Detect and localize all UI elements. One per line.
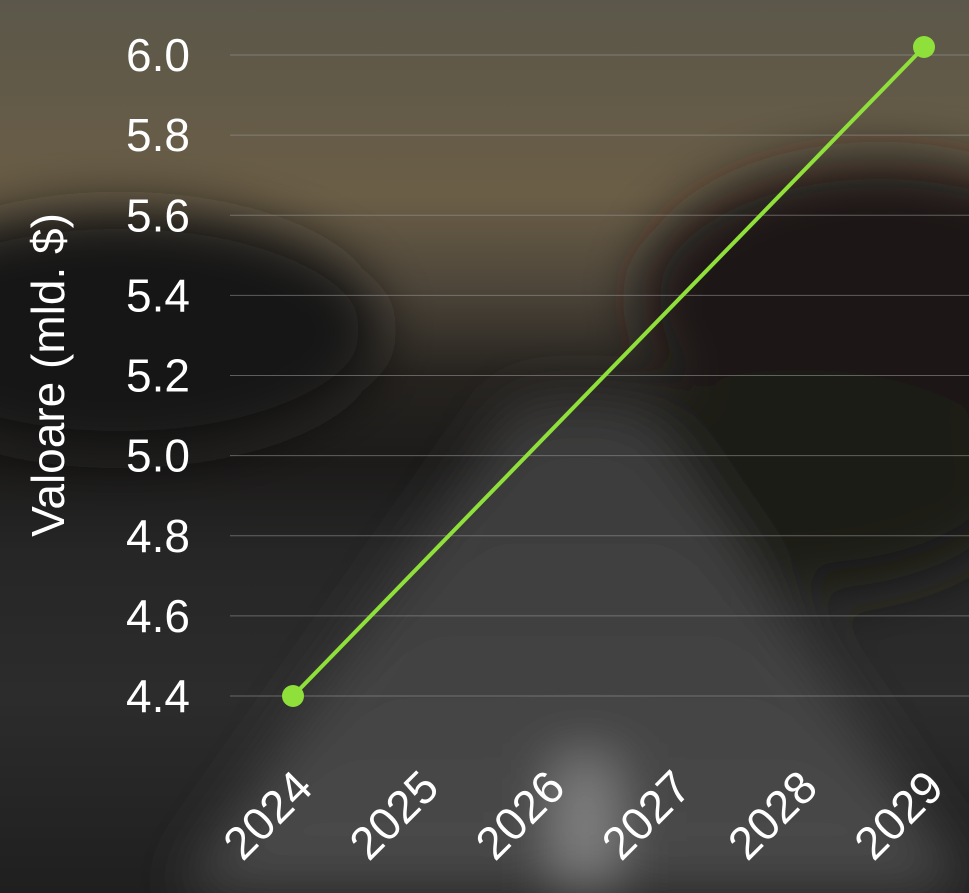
data-point xyxy=(282,685,304,707)
y-tick-label: 5.6 xyxy=(126,189,190,241)
x-tick-label: 2029 xyxy=(844,760,953,869)
x-axis-ticks: 2024 2025 2026 2027 2028 2029 xyxy=(213,760,953,869)
data-point xyxy=(913,36,935,58)
x-tick-label: 2027 xyxy=(592,760,701,869)
x-tick-label: 2028 xyxy=(718,760,827,869)
x-tick-label: 2025 xyxy=(339,760,448,869)
series-line xyxy=(293,47,924,696)
y-tick-label: 5.2 xyxy=(126,350,190,402)
y-tick-label: 6.0 xyxy=(126,29,190,81)
gridlines xyxy=(230,55,969,696)
y-tick-label: 4.6 xyxy=(126,590,190,642)
y-axis-title: Valoare (mld. $) xyxy=(22,213,74,537)
x-tick-label: 2024 xyxy=(213,760,322,869)
y-tick-label: 5.4 xyxy=(126,269,190,321)
y-axis-ticks: 4.4 4.6 4.8 5.0 5.2 5.4 5.6 5.8 6.0 xyxy=(126,29,190,722)
y-tick-label: 4.4 xyxy=(126,670,190,722)
y-tick-label: 5.0 xyxy=(126,430,190,482)
x-tick-label: 2026 xyxy=(465,760,574,869)
series-layer xyxy=(282,36,935,707)
y-tick-label: 4.8 xyxy=(126,510,190,562)
y-tick-label: 5.8 xyxy=(126,109,190,161)
